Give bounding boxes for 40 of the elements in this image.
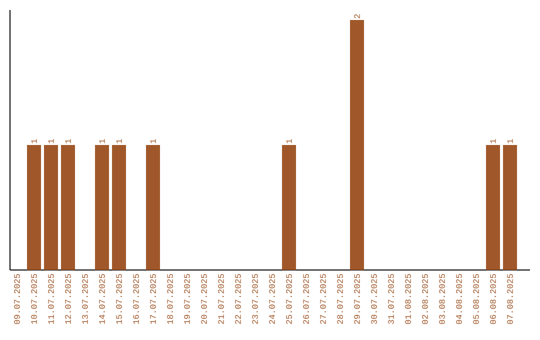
x-tick-label: 20.07.2025 (201, 274, 207, 324)
x-tick-label: 12.07.2025 (65, 274, 71, 324)
x-tick-label: 31.07.2025 (388, 274, 394, 324)
x-tick-label: 04.08.2025 (456, 274, 462, 324)
x-tick-label: 16.07.2025 (133, 274, 139, 324)
x-tick-label: 02.08.2025 (422, 274, 428, 324)
x-tick-label: 17.07.2025 (150, 274, 156, 324)
data-label: 1 (99, 139, 105, 144)
data-label: 1 (507, 139, 513, 144)
x-tick-label: 10.07.2025 (31, 274, 37, 324)
x-tick-label: 28.07.2025 (337, 274, 343, 324)
data-label: 2 (354, 14, 360, 18)
data-label: 1 (150, 139, 156, 144)
x-tick-label: 26.07.2025 (303, 274, 309, 324)
x-tick-label: 23.07.2025 (252, 274, 258, 324)
x-tick-label: 01.08.2025 (405, 274, 411, 324)
x-tick-label: 09.07.2025 (14, 274, 20, 324)
x-tick-label: 22.07.2025 (235, 274, 241, 324)
data-label: 1 (48, 139, 54, 144)
x-tick-label: 30.07.2025 (371, 274, 377, 324)
x-tick-label: 19.07.2025 (184, 274, 190, 324)
x-tick-label: 06.08.2025 (490, 274, 496, 324)
x-tick-label: 03.08.2025 (439, 274, 445, 324)
x-tick-label: 15.07.2025 (116, 274, 122, 324)
x-tick-label: 25.07.2025 (286, 274, 292, 324)
x-tick-label: 14.07.2025 (99, 274, 105, 324)
data-label: 1 (65, 139, 71, 144)
data-label: 1 (31, 139, 37, 144)
x-tick-label: 27.07.2025 (320, 274, 326, 324)
data-label: 1 (286, 139, 292, 144)
x-tick-label: 05.08.2025 (473, 274, 479, 324)
data-label: 1 (490, 139, 496, 144)
x-tick-label: 13.07.2025 (82, 274, 88, 324)
x-tick-label: 21.07.2025 (218, 274, 224, 324)
x-tick-label: 18.07.2025 (167, 274, 173, 324)
data-label: 1 (116, 139, 122, 144)
x-tick-label: 11.07.2025 (48, 274, 54, 324)
x-tick-label: 07.08.2025 (507, 274, 513, 324)
x-tick-label: 24.07.2025 (269, 274, 275, 324)
x-tick-label: 29.07.2025 (354, 274, 360, 324)
